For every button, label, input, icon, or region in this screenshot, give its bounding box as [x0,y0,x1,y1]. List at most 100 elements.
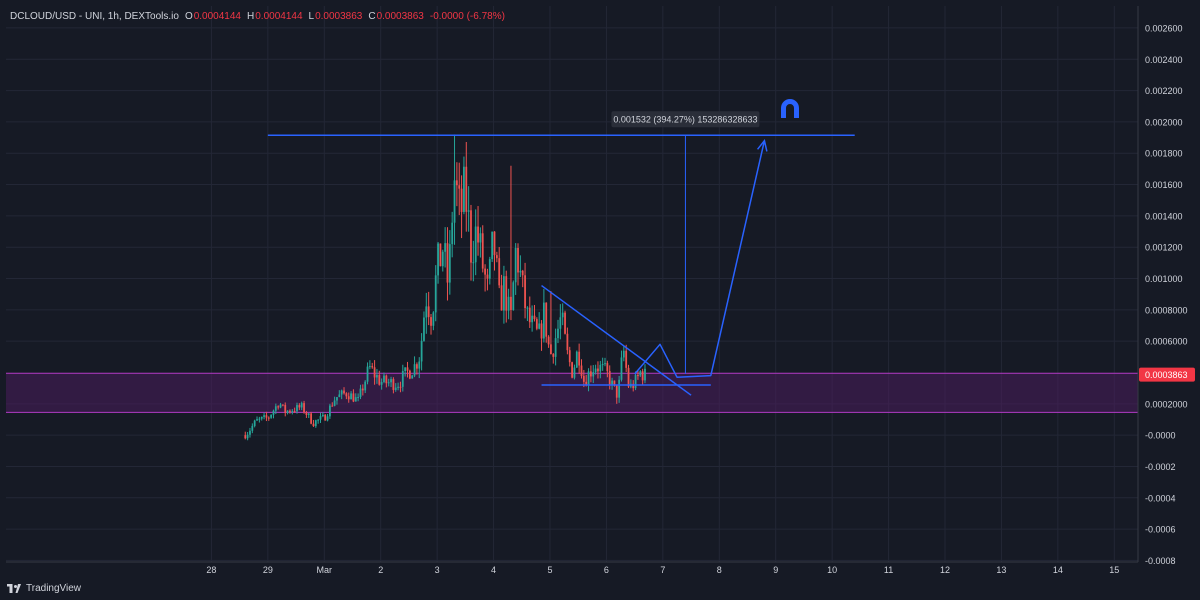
candle-body[interactable] [267,417,270,419]
candle-body[interactable] [286,410,289,413]
candle-body[interactable] [432,312,435,326]
candle-body[interactable] [463,166,465,212]
candle-body[interactable] [538,323,541,329]
candle-body[interactable] [420,340,423,362]
candle-body[interactable] [578,351,581,366]
candle-body[interactable] [359,388,362,397]
candle-body[interactable] [293,411,296,413]
candle-body[interactable] [585,381,588,386]
candle-body[interactable] [524,275,526,309]
candle-body[interactable] [387,382,390,384]
candle-body[interactable] [526,307,529,309]
candle-body[interactable] [590,371,592,377]
candle-body[interactable] [582,375,585,382]
candle-body[interactable] [418,361,421,369]
candle-body[interactable] [336,397,338,401]
candle-body[interactable] [594,368,597,373]
candle-body[interactable] [347,396,350,400]
candle-body[interactable] [634,375,637,389]
candle-body[interactable] [564,312,566,334]
candle-body[interactable] [345,393,348,397]
candle-body[interactable] [272,410,275,415]
candle-body[interactable] [331,405,334,407]
candle-body[interactable] [338,394,341,398]
candle-body[interactable] [587,371,590,386]
candle-body[interactable] [298,405,301,408]
candle-body[interactable] [416,364,418,369]
projection-path[interactable] [634,140,766,378]
candle-body[interactable] [368,366,371,368]
candle-body[interactable] [519,270,522,273]
candle-body[interactable] [512,282,515,310]
candle-body[interactable] [446,243,449,283]
candle-body[interactable] [486,274,489,279]
candle-body[interactable] [291,411,294,413]
candle-body[interactable] [425,306,428,318]
candle-body[interactable] [495,255,498,259]
candle-body[interactable] [251,425,254,431]
falling-trendline[interactable] [541,284,692,396]
candle-body[interactable] [639,371,642,376]
candle-body[interactable] [364,381,367,391]
candle-body[interactable] [637,375,639,377]
candle-body[interactable] [256,419,258,421]
time-axis[interactable] [0,562,1138,582]
candle-body[interactable] [289,410,291,413]
candle-body[interactable] [439,243,442,267]
candle-body[interactable] [507,296,510,311]
candle-body[interactable] [333,400,336,406]
candle-body[interactable] [303,403,305,413]
candle-body[interactable] [279,404,282,408]
candle-body[interactable] [491,231,494,260]
candle-body[interactable] [310,413,313,424]
candle-body[interactable] [326,416,329,421]
candle-body[interactable] [361,388,364,391]
candle-body[interactable] [260,416,263,419]
candle-body[interactable] [380,382,383,385]
candle-body[interactable] [317,419,320,421]
candle-body[interactable] [505,276,508,311]
candle-body[interactable] [399,386,402,388]
candle-body[interactable] [559,317,562,329]
candle-body[interactable] [620,357,623,380]
candle-body[interactable] [599,364,602,372]
candle-body[interactable] [571,362,573,378]
candle-body[interactable] [611,380,613,386]
tradingview-brand[interactable]: TradingView [7,583,81,594]
candle-body[interactable] [444,243,447,252]
candle-body[interactable] [354,397,357,402]
candle-body[interactable] [641,371,644,381]
candle-body[interactable] [474,226,477,263]
candle-body[interactable] [465,166,468,212]
candle-body[interactable] [604,363,606,365]
candle-body[interactable] [521,270,524,276]
candle-body[interactable] [352,393,355,402]
candle-body[interactable] [597,368,599,372]
candle-body[interactable] [528,307,531,323]
candle-body[interactable] [385,375,388,384]
candle-body[interactable] [371,366,374,368]
candle-body[interactable] [277,406,280,408]
candle-body[interactable] [498,258,501,286]
candle-body[interactable] [343,390,345,394]
candle-body[interactable] [615,385,618,398]
candle-body[interactable] [401,371,404,387]
candle-body[interactable] [411,375,414,379]
candle-body[interactable] [406,367,409,371]
candle-body[interactable] [503,276,505,311]
candle-body[interactable] [467,210,470,212]
candle-body[interactable] [312,423,315,427]
candle-body[interactable] [592,372,595,377]
candle-body[interactable] [618,379,621,398]
candle-body[interactable] [366,366,369,382]
candle-body[interactable] [510,296,512,310]
candle-body[interactable] [606,363,609,371]
candle-body[interactable] [373,367,376,378]
candle-body[interactable] [265,415,268,418]
candle-body[interactable] [427,306,430,318]
candle-body[interactable] [441,251,444,267]
candle-body[interactable] [601,364,604,366]
candle-body[interactable] [249,430,251,435]
candle-body[interactable] [300,403,303,408]
